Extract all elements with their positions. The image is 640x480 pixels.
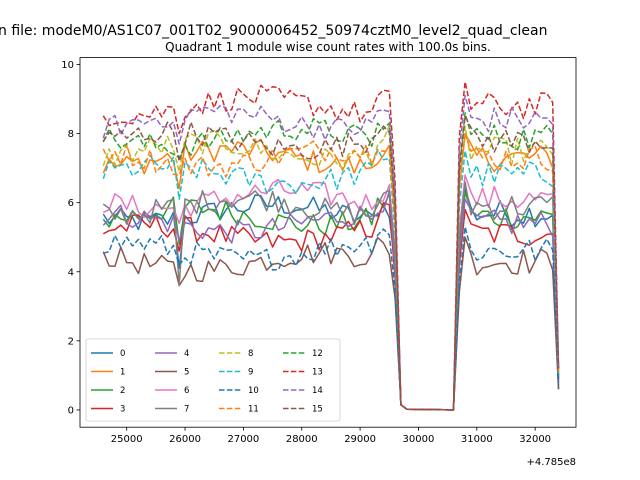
y-tick-label: 0 [68,405,74,416]
legend-item-9: 9 [219,368,253,378]
figure-suptitle: n file: modeM0/AS1C07_001T02_9000006452_… [0,23,547,39]
series-line-0 [102,188,560,411]
x-tick-label: 27000 [227,434,259,445]
legend-item-10: 10 [219,386,259,396]
legend-item-13: 13 [283,368,323,378]
series-line-10 [103,226,560,411]
y-tick-label: 2 [68,336,74,347]
y-tick-label: 6 [68,198,74,209]
series-line-11 [102,132,560,411]
legend-item-11: 11 [219,405,259,415]
legend-item-6: 6 [155,386,189,396]
chart-title: Quadrant 1 module wise count rates with … [165,40,491,54]
y-tick: 2 [68,336,80,347]
legend-item-5: 5 [155,368,189,378]
legend-label: 10 [248,386,259,396]
plot-series-group [102,81,560,411]
legend-label: 5 [184,368,189,378]
x-offset-label: +4.785e8 [526,457,576,468]
series-line-6 [102,174,560,411]
y-tick-label: 4 [68,267,74,278]
y-tick-label: 8 [68,129,74,140]
x-tick: 26000 [169,427,201,445]
plot-frame [79,57,577,428]
legend-item-0: 0 [91,349,125,359]
x-tick: 27000 [227,427,259,445]
y-tick: 6 [68,198,80,209]
legend-item-12: 12 [283,349,323,359]
series-line-5 [102,236,560,411]
legend-label: 0 [120,349,125,359]
legend-label: 11 [248,405,259,415]
series-line-3 [102,201,560,411]
series-line-8 [102,125,560,411]
y-tick: 4 [68,267,80,278]
series-line-12 [102,112,560,411]
legend-label: 14 [312,386,323,396]
legend-item-4: 4 [155,349,189,359]
legend-label: 13 [312,368,323,378]
x-tick-label: 29000 [344,434,376,445]
y-tick: 8 [68,129,80,140]
legend-item-7: 7 [155,405,189,415]
legend-label: 8 [248,349,253,359]
legend-item-8: 8 [219,349,253,359]
x-tick-label: 30000 [403,434,435,445]
y-tick: 10 [61,60,80,71]
legend-label: 4 [184,349,189,359]
legend-item-3: 3 [91,405,125,415]
legend-item-14: 14 [283,386,323,396]
series-line-13 [102,81,560,411]
x-tick: 32000 [519,427,551,445]
legend-label: 9 [248,368,253,378]
legend-item-1: 1 [91,368,125,378]
x-tick-label: 26000 [169,434,201,445]
series-line-7 [102,181,560,411]
series-line-4 [102,190,560,411]
legend-label: 1 [120,368,125,378]
x-tick: 28000 [286,427,318,445]
legend-item-2: 2 [91,386,125,396]
x-tick-label: 32000 [519,434,551,445]
y-tick-label: 10 [61,60,74,71]
y-tick: 0 [68,405,80,416]
x-tick: 30000 [403,427,435,445]
series-line-15 [102,115,560,411]
legend-label: 12 [312,349,323,359]
x-tick-label: 25000 [111,434,143,445]
legend-label: 3 [120,405,125,415]
x-tick: 31000 [461,427,493,445]
x-tick: 25000 [111,427,143,445]
legend-label: 15 [312,405,323,415]
x-tick-label: 31000 [461,434,493,445]
legend-box [85,338,341,422]
x-axis: 25000 26000 27000 28000 29000 30000 31000 32000 [111,427,551,445]
y-axis: 0 2 4 6 8 10 [61,60,80,416]
legend-label: 6 [184,386,189,396]
legend-item-15: 15 [283,405,323,415]
legend-label: 2 [120,386,125,396]
legend-label: 7 [184,405,189,415]
series-line-14 [102,94,560,411]
x-tick: 29000 [344,427,376,445]
x-tick-label: 28000 [286,434,318,445]
series-line-9 [102,148,560,411]
